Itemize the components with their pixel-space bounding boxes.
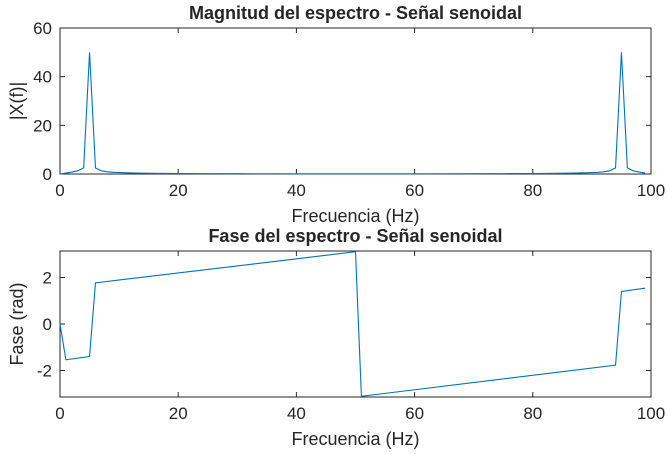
series-line xyxy=(59,251,646,397)
y-tick-label: 0 xyxy=(43,165,52,184)
plot-area xyxy=(59,250,652,398)
x-tick-label: 20 xyxy=(169,404,188,423)
y-tick-label: 60 xyxy=(33,19,52,38)
x-tick-label: 80 xyxy=(523,404,542,423)
y-axis-label: |X(f)| xyxy=(7,82,27,120)
series-line xyxy=(59,52,646,175)
y-tick-label: -2 xyxy=(37,361,52,380)
x-tick-label: 20 xyxy=(169,181,188,200)
x-tick-label: 40 xyxy=(287,181,306,200)
y-tick-label: 0 xyxy=(43,315,52,334)
y-tick-label: 40 xyxy=(33,68,52,87)
x-tick-label: 0 xyxy=(55,404,64,423)
x-axis-label: Frecuencia (Hz) xyxy=(291,429,419,449)
y-axis-label: Fase (rad) xyxy=(7,282,27,365)
x-tick-label: 60 xyxy=(405,181,424,200)
x-tick-label: 0 xyxy=(55,181,64,200)
y-tick-label: 2 xyxy=(43,269,52,288)
magnitude-subplot: 0 20 40 60 80 100 0 20 40 60 Magnitud del espectro… xyxy=(7,3,665,226)
plot-area xyxy=(59,27,652,175)
x-tick-label: 100 xyxy=(637,181,665,200)
x-tick-label: 60 xyxy=(405,404,424,423)
chart-title: Magnitud del espectro - Señal senoidal xyxy=(189,3,522,23)
chart-title: Fase del espectro - Señal senoidal xyxy=(208,226,502,246)
x-tick-label: 40 xyxy=(287,404,306,423)
phase-subplot: 0 20 40 60 80 100 -2 0 2 Fase del espectro - Seña… xyxy=(7,226,665,449)
x-axis-label: Frecuencia (Hz) xyxy=(291,206,419,226)
x-tick-label: 80 xyxy=(523,181,542,200)
y-tick-label: 20 xyxy=(33,116,52,135)
x-tick-label: 100 xyxy=(637,404,665,423)
